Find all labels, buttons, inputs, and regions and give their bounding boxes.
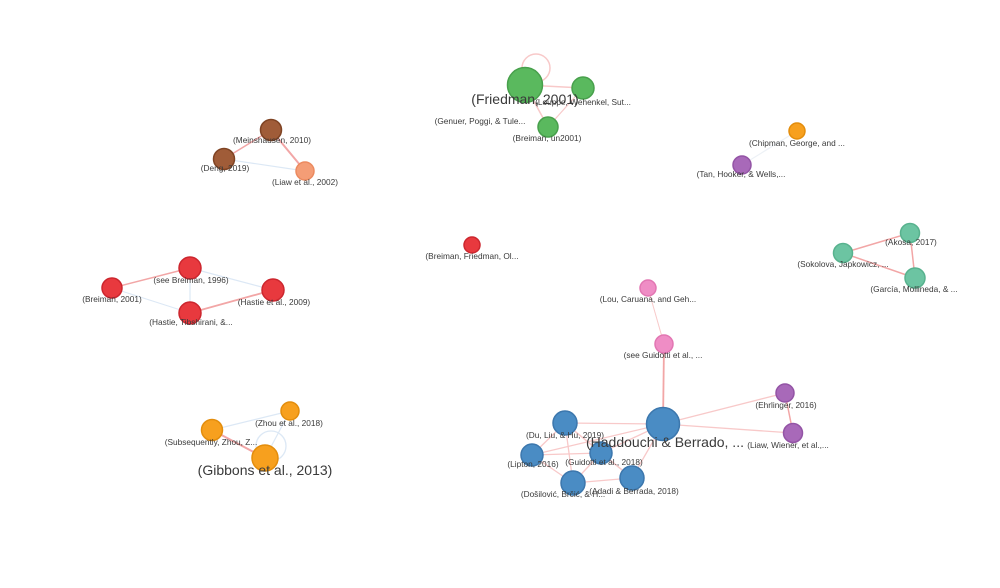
node-label-breiman2001: (Breiman, 2001) <box>82 294 142 304</box>
node-breimanun[interactable] <box>537 116 559 138</box>
node-label-guidotti2018: (Guidotti et al., 2018) <box>565 457 643 467</box>
node-label-liawwiener: (Liaw, Wiener, et al.,... <box>747 440 829 450</box>
node-label-adadi: (Adadi & Berrada, 2018) <box>589 486 679 496</box>
node-akosa[interactable] <box>899 222 921 244</box>
edge-zhou-subsequently <box>211 410 291 431</box>
node-label-hastieetal: (Hastie et al., 2009) <box>238 297 311 307</box>
node-label-breimanun: (Breiman, un2001) <box>513 133 582 143</box>
node-label-subsequently: (Subsequently, Zhou, Z... <box>165 437 258 447</box>
node-tan[interactable] <box>732 155 752 175</box>
node-label-meinshausen: (Meinshausen, 2010) <box>233 135 311 145</box>
edge-deng-liaw2002 <box>223 158 306 172</box>
node-lipton[interactable] <box>520 443 544 467</box>
edge-akosa-sokolova <box>842 232 911 254</box>
node-breimanfriedmanol[interactable] <box>463 236 481 254</box>
node-sokolova[interactable] <box>832 242 854 264</box>
node-label-ehrlinger: (Ehrlinger, 2016) <box>755 400 817 410</box>
edge-seebreiman-breiman2001 <box>111 267 191 289</box>
node-seeguidotti[interactable] <box>654 334 674 354</box>
node-label-liaw2002: (Liaw et al., 2002) <box>272 177 338 187</box>
node-duliu[interactable] <box>552 410 578 436</box>
node-guidotti2018[interactable] <box>589 441 613 465</box>
node-lou[interactable] <box>639 279 657 297</box>
node-gibbons[interactable] <box>251 444 279 472</box>
node-label-haddouchi: (Haddouchi & Berrado, ... <box>586 434 744 450</box>
edge-chipman-tan <box>741 130 798 166</box>
node-label-sokolova: (Sokolova, Japkowicz, ... <box>797 259 888 269</box>
node-label-tan: (Tan, Hooker, & Wells,... <box>697 169 786 179</box>
node-label-breimanfriedmanol: (Breiman, Friedman, Ol... <box>425 251 518 261</box>
node-label-lipton: (Lipton, 2016) <box>507 459 558 469</box>
node-label-dosilovic: (Došilović, Brčić, & H... <box>521 489 605 499</box>
node-label-seeguidotti: (see Guidotti et al., ... <box>624 350 703 360</box>
edge-lipton-haddouchi <box>531 423 664 456</box>
node-chipman[interactable] <box>788 122 806 140</box>
node-dosilovic[interactable] <box>560 470 586 496</box>
node-label-deng: (Deng, 2019) <box>201 163 250 173</box>
edge-sokolova-garcia <box>842 252 916 279</box>
node-deng[interactable] <box>212 147 236 171</box>
node-label-chipman: (Chipman, George, and ... <box>749 138 845 148</box>
node-ehrlinger[interactable] <box>775 383 795 403</box>
node-friedman[interactable] <box>506 66 544 104</box>
node-label-akosa: (Akosa, 2017) <box>885 237 937 247</box>
node-label-friedman: (Friedman, 2001) <box>471 91 578 107</box>
nodes-layer <box>101 66 926 496</box>
node-garcia[interactable] <box>904 267 926 289</box>
edge-seebreiman-hastieetal <box>189 267 274 291</box>
node-zhou[interactable] <box>280 401 300 421</box>
node-liawwiener[interactable] <box>782 422 804 444</box>
labels-layer: (Genuer, Poggi, & Tule... (Meinshausen, 2… <box>82 91 957 499</box>
node-label-duliu: (Du, Liu, & Hu, 2019) <box>526 430 604 440</box>
node-label-zhou: (Zhou et al., 2018) <box>255 418 323 428</box>
node-meinshausen[interactable] <box>259 118 283 142</box>
node-label-lou: (Lou, Caruana, and Geh... <box>600 294 696 304</box>
node-label-garcia: (García, Mollineda, & ... <box>870 284 957 294</box>
node-label-louppe: (Louppe, Wehenkel, Sut... <box>535 97 631 107</box>
node-louppe[interactable] <box>571 76 595 100</box>
node-breiman2001[interactable] <box>101 277 123 299</box>
node-liaw2002[interactable] <box>295 161 315 181</box>
node-adadi[interactable] <box>619 465 645 491</box>
node-label-seebreiman: (see Breiman, 1996) <box>153 275 228 285</box>
floating-label-0: (Genuer, Poggi, & Tule... <box>435 116 526 126</box>
edge-breiman2001-hastietb <box>111 287 191 314</box>
edge-haddouchi-liawwiener <box>662 423 794 434</box>
node-hastieetal[interactable] <box>261 278 285 302</box>
node-haddouchi[interactable] <box>645 406 681 442</box>
node-label-hastietb: (Hastie, Tibshirani, &... <box>149 317 232 327</box>
edge-hastietb-hastieetal <box>189 289 274 314</box>
node-seebreiman[interactable] <box>178 256 202 280</box>
node-hastietb[interactable] <box>178 301 202 325</box>
node-label-gibbons: (Gibbons et al., 2013) <box>198 462 333 478</box>
node-subsequently[interactable] <box>200 418 224 442</box>
edge-haddouchi-ehrlinger <box>662 392 786 425</box>
